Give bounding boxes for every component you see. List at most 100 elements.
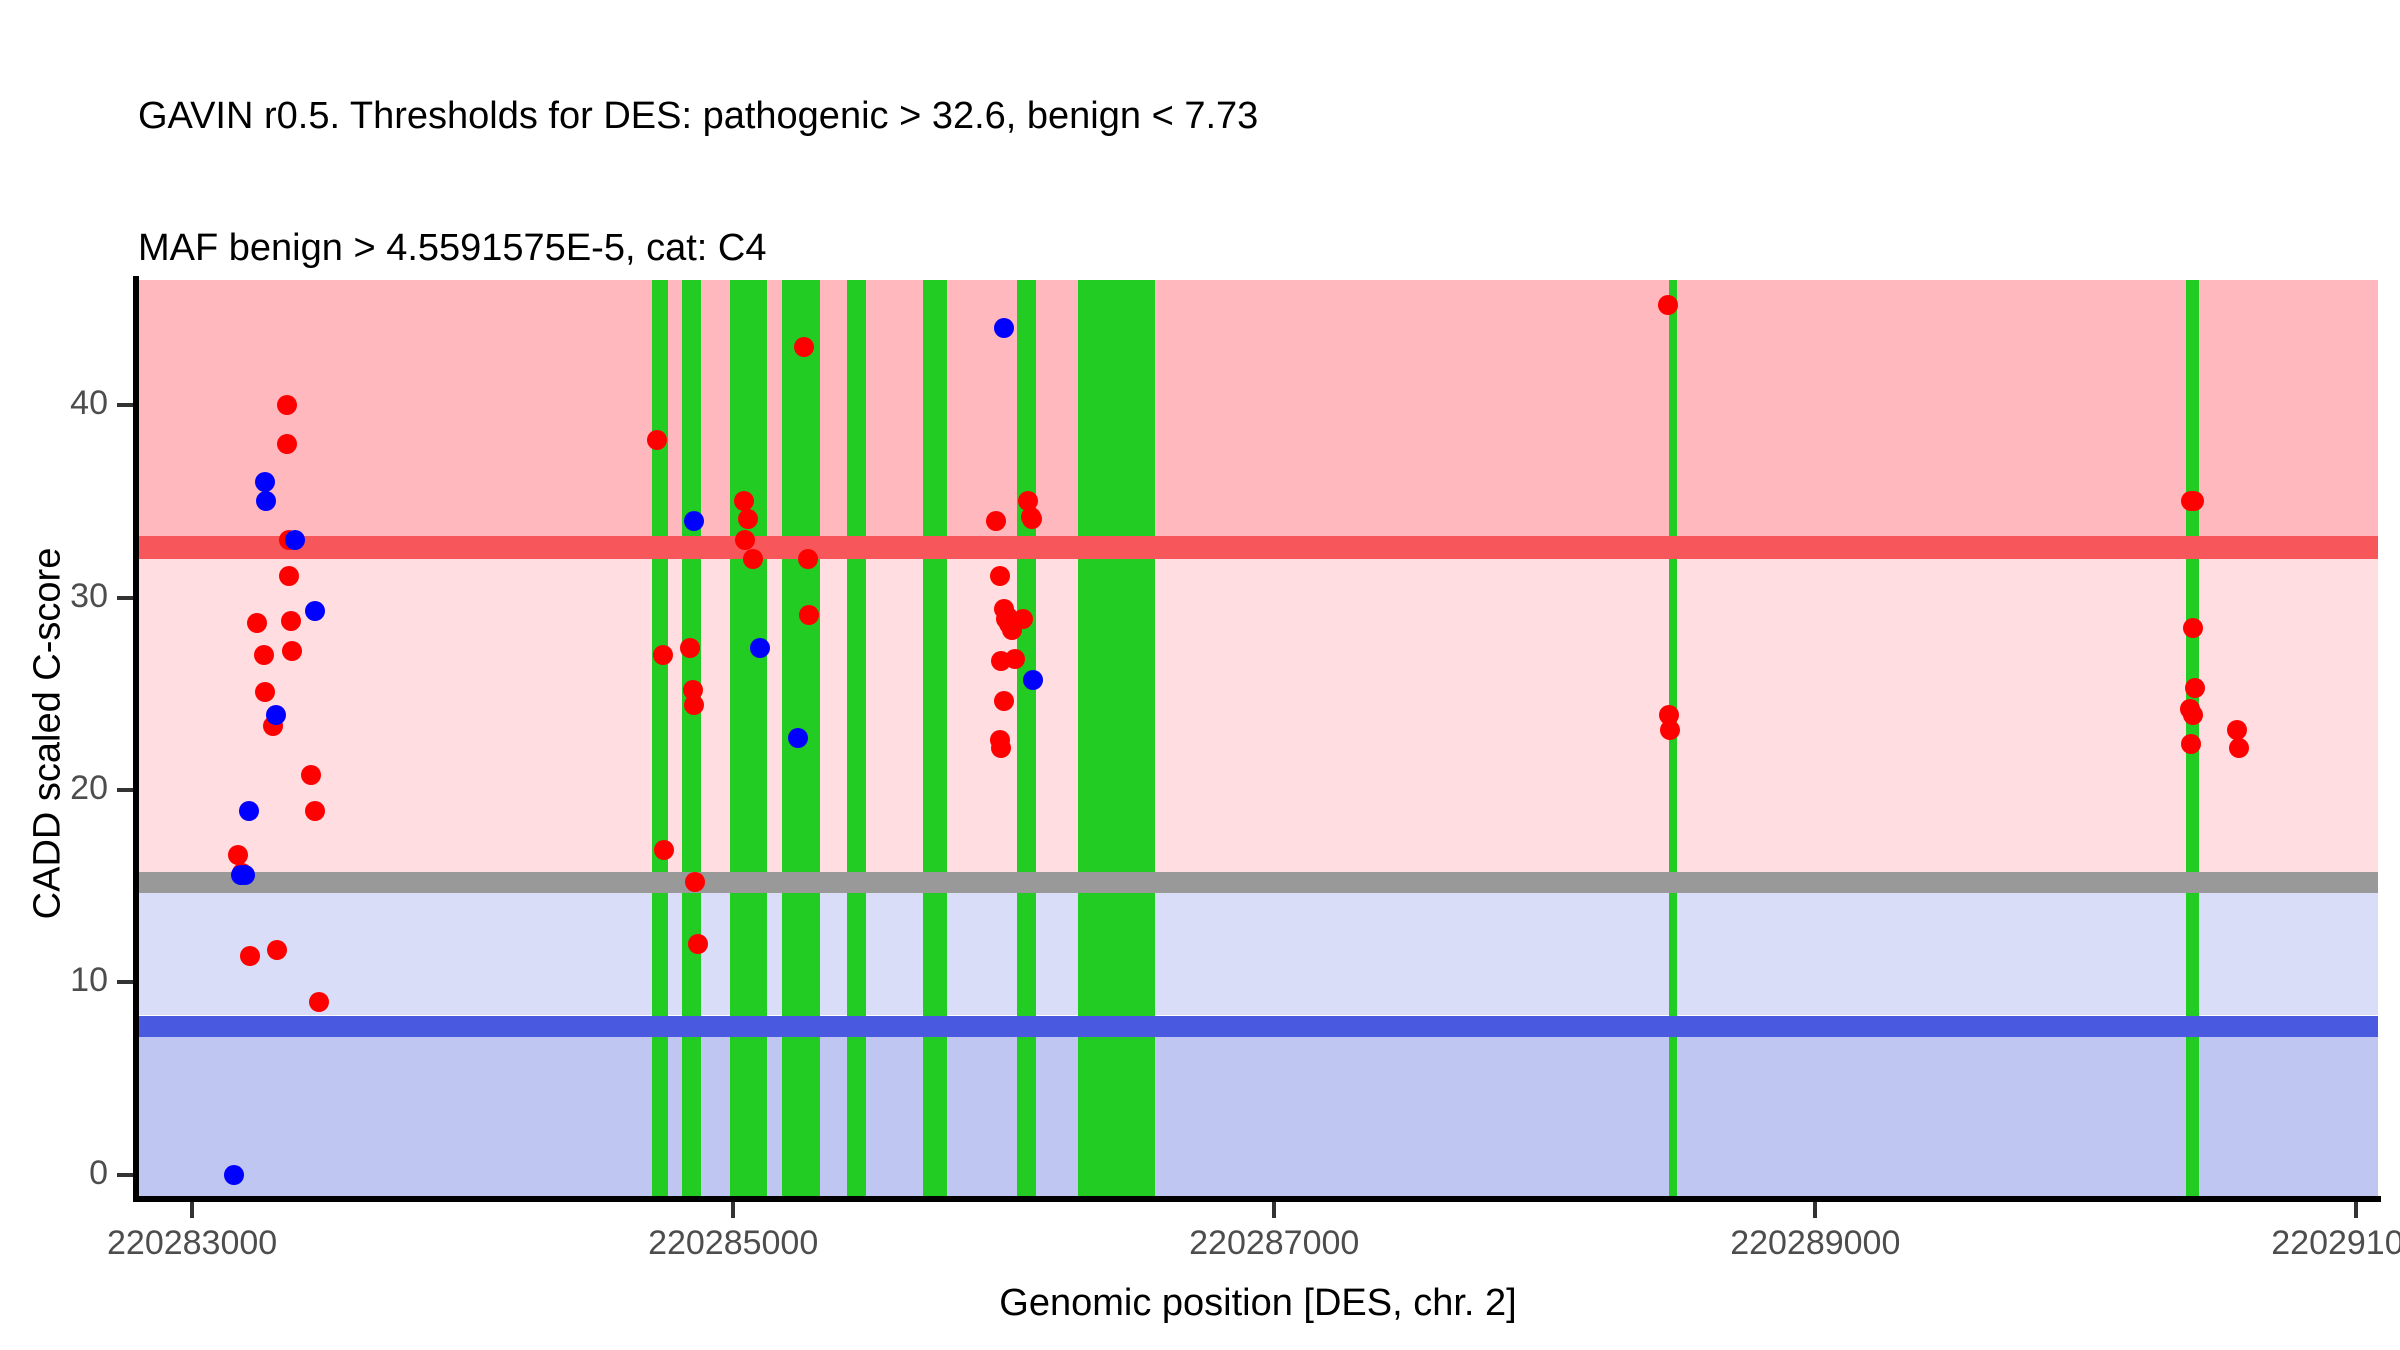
data-point	[282, 641, 303, 662]
exon-bar	[1017, 280, 1037, 1198]
exon-bar	[922, 280, 947, 1198]
data-point	[234, 864, 255, 885]
data-point	[1023, 670, 1044, 691]
data-point	[679, 637, 700, 658]
y-tick-mark	[117, 980, 133, 985]
x-tick-label: 220287000	[1189, 1224, 1360, 1262]
data-point	[990, 651, 1011, 672]
data-point	[1018, 491, 1039, 512]
data-point	[2182, 704, 2203, 725]
x-tick-label: 220283000	[107, 1224, 278, 1262]
title-line-2: MAF benign > 4.5591575E-5, cat: C4	[138, 227, 767, 269]
data-point	[309, 991, 330, 1012]
y-tick-label: 30	[70, 576, 108, 615]
data-point	[265, 704, 286, 725]
data-point	[255, 472, 276, 493]
data-point	[247, 612, 268, 633]
data-point	[990, 737, 1011, 758]
data-point	[682, 679, 703, 700]
data-point	[750, 637, 771, 658]
y-axis-line	[133, 276, 139, 1202]
data-point	[1022, 508, 1043, 529]
x-tick-mark	[2354, 1202, 2359, 1218]
title-line-1: GAVIN r0.5. Thresholds for DES: pathogen…	[138, 95, 1259, 137]
exon-bar	[1078, 280, 1156, 1198]
data-point	[1012, 608, 1033, 629]
data-point	[989, 566, 1010, 587]
x-axis-title: Genomic position [DES, chr. 2]	[999, 1282, 1517, 1324]
data-point	[685, 872, 706, 893]
x-tick-label: 220291000	[2271, 1224, 2400, 1262]
data-point	[1659, 704, 1680, 725]
data-point	[2184, 491, 2205, 512]
data-point	[2185, 678, 2206, 698]
data-point	[279, 566, 300, 587]
y-axis-title: CADD scaled C-score	[26, 547, 69, 920]
data-point	[993, 691, 1014, 712]
data-point	[224, 1164, 245, 1185]
data-point	[683, 695, 704, 716]
threshold-line-pathogenic	[138, 535, 2378, 560]
x-tick-mark	[1813, 1202, 1818, 1218]
exon-bar	[681, 280, 701, 1198]
data-point	[985, 510, 1006, 531]
band-pathogenic-lower	[138, 559, 2378, 872]
data-point	[1659, 720, 1680, 741]
band-benign-lower	[138, 1036, 2378, 1198]
data-point	[240, 945, 261, 966]
data-point	[735, 529, 756, 550]
data-point	[284, 529, 305, 550]
data-point	[652, 645, 673, 666]
data-point	[267, 939, 288, 960]
data-point	[254, 681, 275, 702]
data-point	[798, 604, 819, 625]
data-point	[788, 728, 809, 749]
y-tick-label: 0	[89, 1153, 108, 1192]
data-point	[733, 491, 754, 512]
y-tick-mark	[117, 403, 133, 408]
data-point	[255, 491, 276, 512]
data-point	[688, 933, 708, 954]
data-point	[2227, 720, 2248, 741]
data-point	[228, 845, 249, 866]
y-tick-label: 40	[70, 384, 108, 423]
y-tick-mark	[117, 595, 133, 600]
data-point	[305, 601, 326, 622]
threshold-line-genome-wide	[138, 871, 2378, 893]
data-point	[738, 508, 759, 529]
x-tick-label: 220289000	[1730, 1224, 1901, 1262]
data-point	[276, 395, 297, 416]
x-tick-mark	[1272, 1202, 1277, 1218]
exon-bar	[846, 280, 866, 1198]
y-tick-label: 20	[70, 769, 108, 807]
data-point	[280, 610, 301, 631]
data-point	[743, 549, 764, 570]
data-point	[253, 645, 274, 666]
x-tick-mark	[731, 1202, 736, 1218]
threshold-line-benign	[138, 1015, 2378, 1037]
data-point	[797, 549, 818, 570]
band-pathogenic-upper	[138, 280, 2378, 536]
data-point	[238, 801, 259, 822]
x-tick-mark	[190, 1202, 195, 1218]
exon-bar	[730, 280, 767, 1198]
data-point	[305, 801, 326, 822]
exon-bar	[652, 280, 669, 1198]
data-point	[1657, 295, 1678, 316]
band-benign-upper	[138, 892, 2378, 1016]
x-tick-label: 220285000	[648, 1224, 819, 1262]
data-point	[654, 839, 675, 860]
data-point	[683, 510, 704, 531]
plot-panel	[138, 280, 2378, 1198]
y-tick-mark	[117, 788, 133, 792]
y-tick-label: 10	[70, 961, 108, 1000]
data-point	[647, 429, 668, 450]
data-point	[2181, 733, 2202, 754]
data-point	[793, 337, 814, 358]
data-point	[2182, 618, 2203, 639]
data-point	[301, 764, 322, 785]
data-point	[2228, 737, 2249, 758]
y-tick-mark	[117, 1172, 133, 1177]
x-axis-line	[133, 1196, 2381, 1202]
